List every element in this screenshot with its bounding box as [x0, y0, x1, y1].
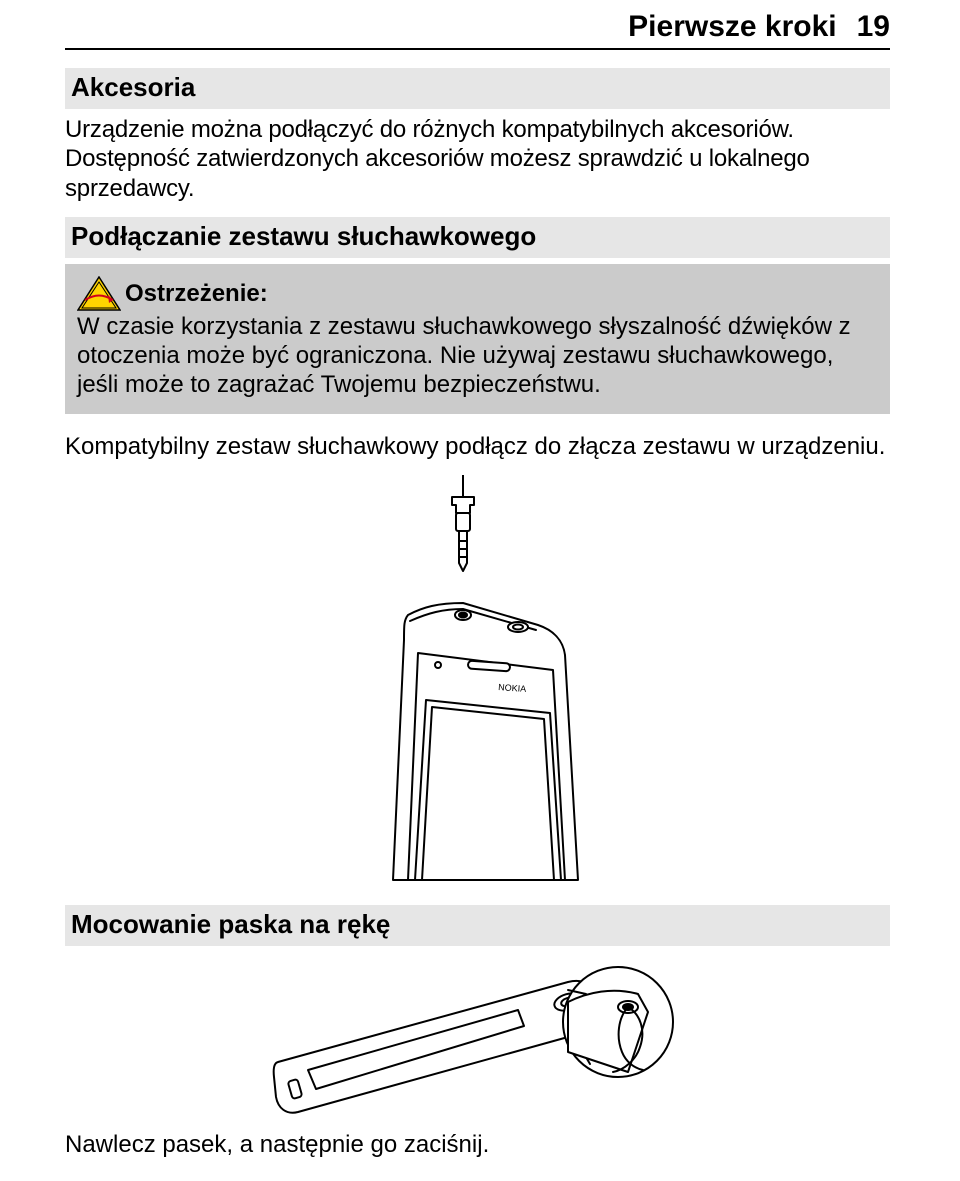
warning-text: W czasie korzystania z zestawu słuchawko…	[77, 312, 878, 400]
illustration-phone-jack: NOKIA	[65, 475, 890, 895]
illustration-strap	[65, 952, 890, 1122]
section-heading-strap: Mocowanie paska na rękę	[65, 905, 890, 946]
header-rule	[65, 48, 890, 50]
chapter-title: Pierwsze kroki	[628, 10, 836, 44]
page-number: 19	[857, 10, 890, 44]
warning-label: Ostrzeżenie:	[125, 276, 268, 312]
svg-text:NOKIA: NOKIA	[497, 682, 526, 694]
strap-instruction: Nawlecz pasek, a następnie go zaciśnij.	[65, 1130, 890, 1159]
section-heading-accessories: Akcesoria	[65, 68, 890, 109]
running-header: Pierwsze kroki 19	[65, 0, 890, 44]
warning-icon	[77, 276, 121, 312]
headset-instruction: Kompatybilny zestaw słuchawkowy podłącz …	[65, 432, 890, 461]
warning-box: Ostrzeżenie: W czasie korzystania z zest…	[65, 264, 890, 414]
accessories-body: Urządzenie można podłączyć do różnych ko…	[65, 115, 890, 203]
page: Pierwsze kroki 19 Akcesoria Urządzenie m…	[0, 0, 960, 1181]
section-heading-headset: Podłączanie zestawu słuchawkowego	[65, 217, 890, 258]
warning-header-line: Ostrzeżenie:	[77, 276, 878, 312]
